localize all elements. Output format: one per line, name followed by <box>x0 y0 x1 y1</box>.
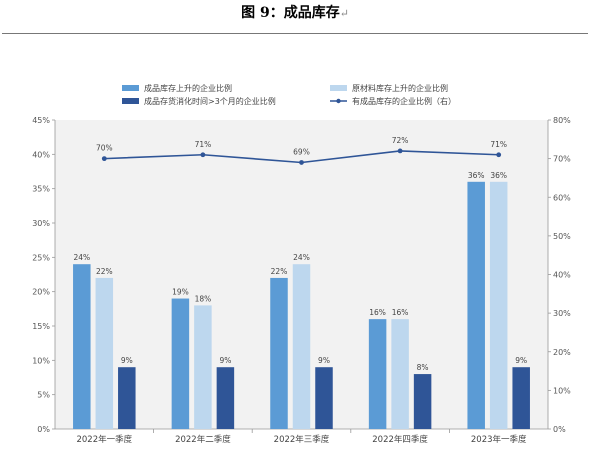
legend-label: 成品库存上升的企业比例 <box>144 83 232 93</box>
bar <box>73 264 91 429</box>
figure-title: 图 9：成品库存 <box>241 5 340 21</box>
left-tick-label: 10% <box>32 356 50 365</box>
bar <box>467 181 485 429</box>
line-point <box>397 148 403 154</box>
bar-value-label: 22% <box>96 267 113 276</box>
right-tick-label: 0% <box>553 425 566 434</box>
x-category-label: 2022年二季度 <box>175 434 231 445</box>
line-point <box>101 156 107 162</box>
bar-value-label: 9% <box>515 356 527 365</box>
right-tick-label: 40% <box>553 271 571 280</box>
return-mark-icon: ↵ <box>339 7 349 20</box>
left-tick-label: 20% <box>32 288 50 297</box>
right-tick-label: 50% <box>553 232 571 241</box>
bar <box>512 367 530 429</box>
bar <box>489 181 508 429</box>
legend-swatch <box>122 98 139 104</box>
bar-value-label: 24% <box>293 253 310 262</box>
x-category-label: 2022年一季度 <box>76 434 132 445</box>
bar <box>216 367 235 429</box>
right-tick-label: 20% <box>553 348 571 357</box>
right-tick-label: 80% <box>553 116 571 125</box>
line-point <box>299 160 304 165</box>
legend-swatch <box>122 85 139 91</box>
line-series <box>101 148 502 165</box>
bar-value-label: 36% <box>490 171 507 180</box>
axes: 0% 5% 10% 15% 20% 25% 30% 35% 40% 45% 0% 10% 20% 30% 4… <box>32 116 571 445</box>
figure-caption: 图 9：成品库存↵ <box>0 2 590 24</box>
bar-value-label: 18% <box>195 294 212 303</box>
line-value-label: 70% <box>96 144 113 153</box>
bar <box>118 367 136 429</box>
left-tick-label: 45% <box>32 116 50 125</box>
right-tick-label: 30% <box>553 309 571 318</box>
x-category-label: 2023年一季度 <box>471 434 527 445</box>
bar <box>95 277 114 429</box>
bar-value-label: 8% <box>417 363 429 372</box>
line-value-label: 72% <box>392 136 409 145</box>
bar-value-label: 9% <box>219 356 231 365</box>
legend-line-marker <box>336 98 341 104</box>
bar <box>171 298 190 429</box>
bar-value-label: 16% <box>369 308 386 317</box>
bar <box>315 367 333 429</box>
left-tick-label: 30% <box>32 219 50 228</box>
bar-value-label: 19% <box>172 288 189 297</box>
bars <box>73 181 530 429</box>
line-point <box>200 152 206 158</box>
bar <box>368 319 387 429</box>
legend: 成品库存上升的企业比例 原材料库存上升的企业比例成品存货消化时间>3个月的企业比例… <box>122 83 456 106</box>
legend-label: 原材料库存上升的企业比例 <box>352 83 448 93</box>
left-tick-label: 5% <box>37 391 50 400</box>
bar-value-label: 36% <box>468 171 485 180</box>
x-category-label: 2022年三季度 <box>274 434 330 445</box>
data-labels: 24% 19% 22% 16% 36% 22% 18% 24% 16% 36% 9% 9% 9% 8% 9%… <box>73 136 527 372</box>
legend-swatch <box>330 85 347 91</box>
left-tick-label: 15% <box>32 322 50 331</box>
line-point <box>496 152 502 158</box>
bar <box>391 319 409 429</box>
right-tick-label: 10% <box>553 386 571 395</box>
bar-value-label: 16% <box>392 308 409 317</box>
left-tick-label: 35% <box>32 185 50 194</box>
left-tick-label: 40% <box>32 150 50 159</box>
line-value-label: 71% <box>195 140 212 149</box>
right-tick-label: 60% <box>553 193 571 202</box>
bar <box>194 305 212 429</box>
left-tick-label: 25% <box>32 253 50 262</box>
bar-value-label: 24% <box>73 253 90 262</box>
line-value-label: 71% <box>490 140 507 149</box>
bar-value-label: 9% <box>318 356 330 365</box>
legend-label: 成品存货消化时间>3个月的企业比例 <box>144 96 276 106</box>
legend-label: 有成品库存的企业比例（右） <box>352 96 456 106</box>
caption-divider <box>2 33 588 34</box>
bar <box>270 277 288 429</box>
right-tick-label: 70% <box>553 155 571 164</box>
bar <box>413 374 432 429</box>
bar-value-label: 22% <box>271 267 288 276</box>
x-category-label: 2022年四季度 <box>372 434 428 445</box>
bar-value-label: 9% <box>121 356 133 365</box>
left-tick-label: 0% <box>37 425 50 434</box>
line-value-label: 69% <box>293 147 310 156</box>
bar <box>292 264 311 429</box>
